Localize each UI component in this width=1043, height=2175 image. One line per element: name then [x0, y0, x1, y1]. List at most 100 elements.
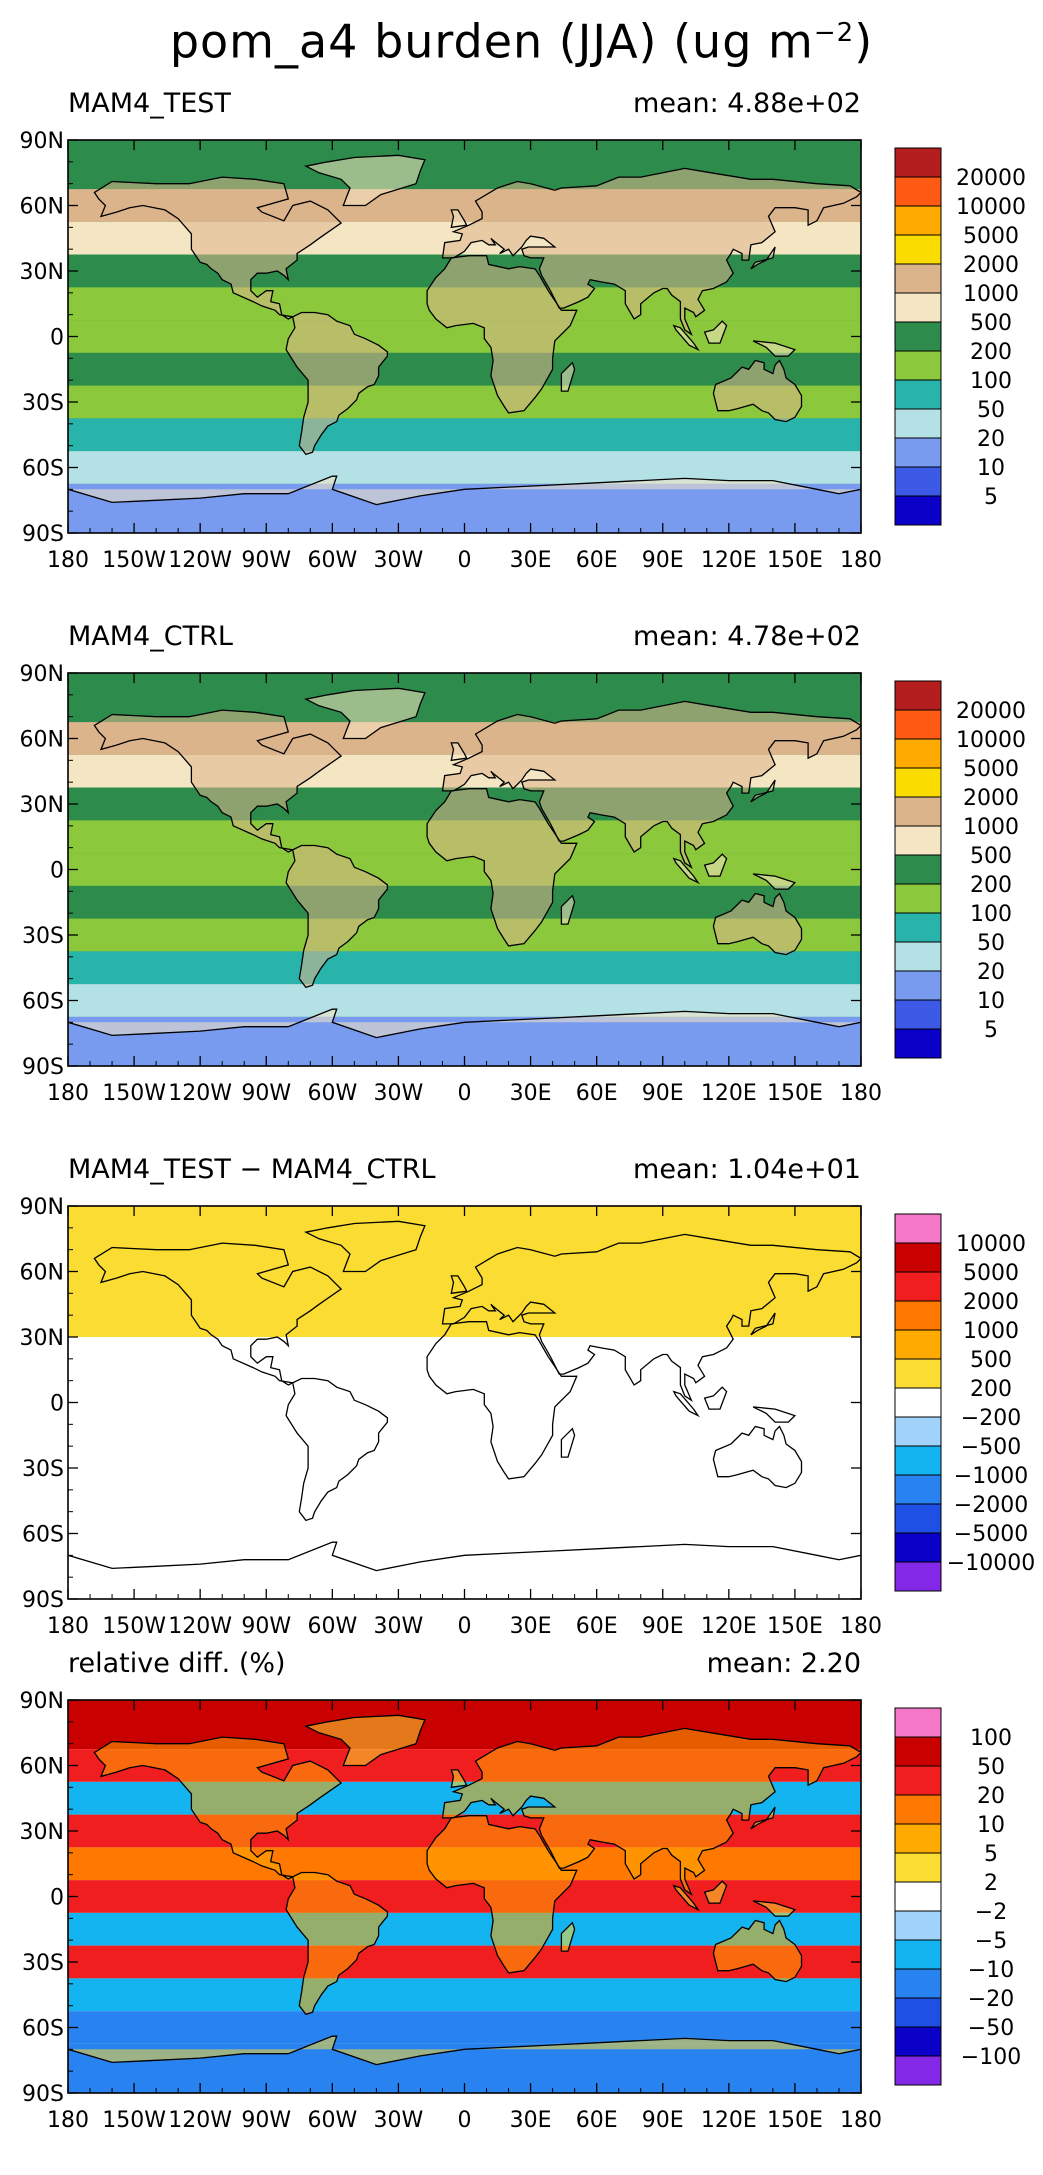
y-tick-label: 30N: [20, 260, 64, 285]
land-field: [442, 701, 861, 868]
panel-mean: mean: 4.88e+02: [633, 88, 861, 119]
coastline: [68, 475, 861, 506]
y-tick-label: 30S: [22, 924, 64, 949]
x-tick-label: 30E: [510, 548, 552, 573]
coastline: [426, 788, 578, 947]
panel-title: MAM4_TEST: [68, 88, 231, 119]
x-tick-label: 60E: [576, 548, 618, 573]
x-tick-label: 90E: [642, 2108, 684, 2133]
land-field: [68, 1009, 861, 1038]
colorbar-box: [894, 825, 942, 856]
colorbar: 10000 5000 2000 1000 500 200 −200 −500 −1000 −200…: [894, 1213, 1035, 1592]
y-tick-label: 90N: [20, 1195, 64, 1220]
colorbar-box: [894, 234, 942, 265]
colorbar-box: [894, 1028, 942, 1059]
x-tick-label: 150E: [767, 2108, 823, 2133]
colorbar-box: [894, 350, 942, 381]
colorbar-box: [894, 1561, 942, 1592]
colorbar-box: [894, 437, 942, 468]
land-field: [753, 340, 795, 357]
x-tick-label: 180: [840, 548, 882, 573]
colorbar-box: [894, 999, 942, 1030]
colorbar-box: [894, 1358, 942, 1389]
colorbar-label: −1000: [954, 1464, 1028, 1489]
coastline: [672, 324, 700, 352]
coastline: [285, 1377, 389, 1522]
colorbar-box: [894, 970, 942, 1001]
y-tick-label: 90S: [22, 522, 64, 547]
colorbar-box: [894, 1794, 942, 1825]
coastline: [441, 167, 861, 337]
land-field: [427, 255, 577, 413]
colorbar-label: 5: [984, 1018, 998, 1043]
coastline: [93, 1242, 343, 1386]
land-field: [451, 742, 467, 761]
colorbar-box: [894, 1387, 942, 1418]
coastline: [703, 853, 728, 877]
coastline: [450, 1769, 468, 1789]
land-field: [427, 788, 577, 946]
panel-mean: mean: 1.04e+01: [633, 1154, 861, 1185]
colorbar-box: [894, 495, 942, 526]
x-tick-label: 120E: [701, 1614, 757, 1639]
coastline: [712, 892, 803, 956]
map-axes: 180 150W 120W 90W 60W 30W 0 30E 60E 90E 120E 150E 18…: [20, 662, 882, 1106]
colorbar-box: [894, 2055, 942, 2086]
x-tick-label: 0: [458, 2108, 472, 2133]
x-tick-label: 90E: [642, 1614, 684, 1639]
colorbar-box: [894, 1910, 942, 1941]
colorbar-label: 20: [977, 1784, 1005, 1809]
land-field: [286, 845, 388, 988]
y-tick-label: 30S: [22, 1951, 64, 1976]
x-tick-label: 60E: [576, 1614, 618, 1639]
x-tick-label: 0: [458, 1614, 472, 1639]
figure-title-main: pom_a4 burden (JJA) (ug m: [169, 14, 814, 69]
colorbar-label: 200: [970, 873, 1012, 898]
colorbar-label: 100: [970, 1726, 1012, 1751]
y-tick-label: 30N: [20, 793, 64, 818]
colorbar-label: 2000: [963, 1290, 1019, 1315]
x-tick-label: 0: [458, 548, 472, 573]
coastline: [450, 209, 468, 229]
x-tick-label: 150W: [102, 1614, 166, 1639]
colorbar-box: [894, 1736, 942, 1767]
lat-band: [68, 984, 861, 1017]
x-tick-label: 150W: [102, 1081, 166, 1106]
colorbar-label: 20: [977, 427, 1005, 452]
land-field: [713, 1920, 802, 1982]
land-field: [673, 1885, 698, 1910]
x-tick-label: 30W: [374, 548, 424, 573]
land-field: [442, 1728, 861, 1895]
colorbar-box: [894, 767, 942, 798]
x-tick-label: 60E: [576, 2108, 618, 2133]
x-tick-label: 60W: [307, 548, 357, 573]
colorbar-label: −5000: [954, 1522, 1028, 1547]
land-field: [753, 873, 795, 890]
colorbar: 20000 10000 5000 2000 1000 500 200 100 50 20 10 5: [894, 680, 1026, 1059]
coastline: [712, 359, 803, 423]
colorbar-box: [894, 408, 942, 439]
colorbar-box: [894, 1300, 942, 1331]
lat-band: [68, 1978, 861, 2012]
x-tick-label: 120E: [701, 2108, 757, 2133]
land-field: [68, 2036, 861, 2065]
x-tick-label: 120E: [701, 548, 757, 573]
colorbar-label: 10: [977, 1813, 1005, 1838]
colorbar-label: 500: [970, 844, 1012, 869]
map-difference: MAM4_TEST − MAM4_CTRL mean: 1.04e+01 180…: [20, 1154, 1036, 1639]
x-tick-label: 60W: [307, 1614, 357, 1639]
land-field: [750, 1807, 776, 1829]
coastline: [68, 1541, 861, 1572]
x-tick-label: 180: [47, 2108, 89, 2133]
y-tick-label: 90S: [22, 1588, 64, 1613]
colorbar-box: [894, 680, 942, 711]
land-field: [427, 1815, 577, 1973]
y-tick-label: 60N: [20, 1261, 64, 1286]
x-tick-label: 120W: [168, 548, 232, 573]
coastline: [303, 1714, 426, 1767]
x-tick-label: 180: [47, 1081, 89, 1106]
coastline: [93, 1736, 343, 1880]
land-field: [713, 893, 802, 955]
colorbar-label: 2000: [963, 786, 1019, 811]
colorbar-label: 20000: [956, 699, 1026, 724]
